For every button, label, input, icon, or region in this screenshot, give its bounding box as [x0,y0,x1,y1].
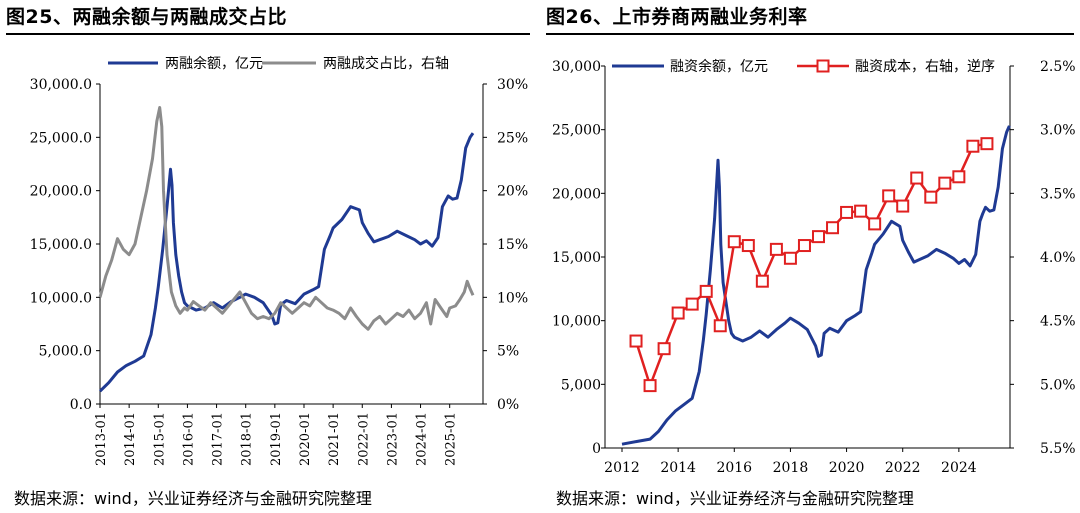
legend-marker-financing-cost [816,59,830,73]
title-rule-right [546,33,1074,35]
left-y-tick-label: 25,000.0 [30,130,92,146]
left-y-tick-label: 0 [592,441,601,457]
right-y-tick-label: 3.5% [1040,186,1076,202]
right-y-tick-label: 5.5% [1040,441,1076,457]
left-y-tick-label: 5,000.0 [39,344,92,360]
financing-cost-point [966,139,980,153]
financing-cost-line [634,142,988,387]
financing-cost-point [741,239,755,253]
left-y-tick-label: 20,000.0 [30,184,92,200]
left-y-tick-label: 15,000.0 [30,237,92,253]
right-y-tick-label: 5.0% [1040,377,1076,393]
right-y-tick-label: 4.0% [1040,250,1076,266]
x-tick-label: 2012 [604,460,640,476]
right-y-tick-label: 25% [497,130,528,146]
x-tick-label: 2018 [773,460,809,476]
right-y-tick-label: 15% [497,237,528,253]
x-tick-label: 2023-01 [385,412,400,466]
margin-turnover-share-line [98,106,475,331]
financing-cost-point [854,204,868,218]
financing-cost-point [896,199,910,213]
right-y-tick-label: 0% [497,397,519,413]
x-tick-label: 2018-01 [240,412,255,466]
x-tick-label: 2015-01 [152,412,167,466]
financing-cost-point [952,170,966,184]
x-tick-label: 2014 [660,460,696,476]
x-tick-label: 2016-01 [181,412,196,466]
left-y-tick-label: 30,000.0 [30,77,92,93]
chart-title-right: 图26、上市券商两融业务利率 [546,6,808,28]
margin-balance-line [98,132,475,393]
x-tick-label: 2022-01 [356,412,371,466]
right-y-tick-label: 2.5% [1040,59,1076,75]
financing-cost-point [783,251,797,265]
financing-cost-point [882,189,896,203]
x-tick-label: 2024 [941,460,977,476]
financing-cost-point [643,379,657,393]
legend-label-turnover-share: 两融成交占比，右轴 [323,55,449,72]
right-y-tick-label: 5% [497,344,519,360]
source-note-left: 数据来源：wind，兴业证券经济与金融研究院整理 [14,489,372,508]
left-y-tick-label: 10,000.0 [30,290,92,306]
financing-cost-point [924,190,938,204]
financing-cost-point [812,230,825,244]
source-note-right: 数据来源：wind，兴业证券经济与金融研究院整理 [556,489,914,508]
x-tick-label: 2024-01 [415,412,430,466]
financing-cost-point [910,171,924,185]
left-y-tick-label: 0.0 [70,397,92,413]
financing-cost-point [840,205,854,219]
x-tick-label: 2014-01 [123,412,138,466]
right-y-tick-label: 10% [497,290,528,306]
x-tick-label: 2025-01 [444,412,459,466]
legend-label-margin-balance: 两融余额，亿元 [165,55,263,72]
financing-cost-point [980,137,994,151]
chart-title-left: 图25、两融余额与两融成交占比 [6,6,287,28]
legend-label-financing-balance: 融资余额，亿元 [670,58,768,75]
financing-cost-point [727,235,741,249]
financing-cost-point [755,274,769,288]
x-tick-label: 2022 [885,460,921,476]
financing-cost-point [685,297,699,311]
financing-cost-point [657,342,671,356]
financing-cost-point [868,217,882,231]
left-y-tick-label: 25,000 [552,123,601,139]
financing-cost-point [629,334,643,348]
x-tick-label: 2016 [716,460,752,476]
financing-balance-line [621,125,1011,446]
left-y-tick-label: 20,000 [552,186,601,202]
right-y-tick-label: 3.0% [1040,123,1076,139]
financing-cost-point [797,239,811,253]
right-y-tick-label: 20% [497,184,528,200]
left-y-tick-label: 5,000 [561,377,601,393]
financing-cost-point [699,284,713,298]
financing-cost-point [826,221,840,235]
x-tick-label: 2017-01 [211,412,226,466]
x-tick-label: 2013-01 [94,412,109,466]
x-tick-label: 2021-01 [327,412,342,466]
financing-cost-point [713,319,727,333]
left-y-tick-label: 30,000 [552,59,601,75]
financing-cost-point [671,306,685,320]
x-tick-label: 2019-01 [269,412,284,466]
financing-cost-point [938,176,952,190]
financing-cost-point [769,242,783,256]
x-tick-label: 2020-01 [298,412,313,466]
title-rule-left [6,33,530,35]
x-tick-label: 2020 [829,460,865,476]
legend-label-financing-cost: 融资成本，右轴，逆序 [855,59,995,75]
right-y-tick-label: 30% [497,77,528,93]
left-y-tick-label: 10,000 [552,314,601,330]
right-y-tick-label: 4.5% [1040,314,1076,330]
left-y-tick-label: 15,000 [552,250,601,266]
